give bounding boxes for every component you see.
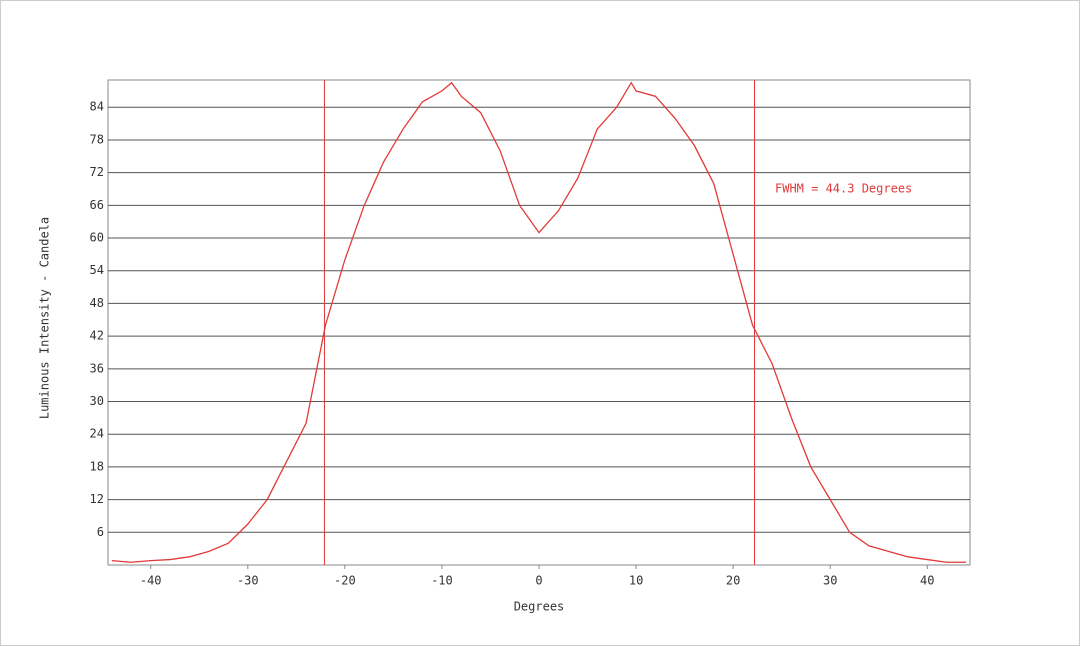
y-tick-label: 12 bbox=[90, 492, 104, 506]
x-tick-label: 10 bbox=[629, 574, 643, 588]
x-axis-label: Degrees bbox=[514, 600, 565, 614]
y-tick-label: 84 bbox=[90, 100, 104, 114]
x-tick-label: 30 bbox=[823, 574, 837, 588]
y-tick-label: 30 bbox=[90, 394, 104, 408]
y-axis-label: Luminous Intensity - Candela bbox=[38, 217, 52, 419]
x-tick-label: -10 bbox=[431, 574, 453, 588]
y-tick-label: 54 bbox=[90, 263, 104, 277]
y-tick-label: 42 bbox=[90, 329, 104, 343]
x-tick-label: -40 bbox=[140, 574, 162, 588]
intensity-line bbox=[111, 81, 967, 563]
y-tick-label: 6 bbox=[97, 525, 104, 539]
x-tick-label: -30 bbox=[237, 574, 259, 588]
y-tick-label: 66 bbox=[90, 198, 104, 212]
x-tick-label: 40 bbox=[920, 574, 934, 588]
x-tick-label: -20 bbox=[334, 574, 356, 588]
y-tick-label: 24 bbox=[90, 427, 104, 441]
x-tick-label: 20 bbox=[726, 574, 740, 588]
y-tick-label: 78 bbox=[90, 132, 104, 146]
x-tick-label: 0 bbox=[535, 574, 542, 588]
y-tick-label: 18 bbox=[90, 459, 104, 473]
y-tick-label: 72 bbox=[90, 165, 104, 179]
y-tick-label: 36 bbox=[90, 361, 104, 375]
annotation: FWHM = 44.3 Degrees bbox=[775, 182, 912, 196]
y-tick-label: 60 bbox=[90, 231, 104, 245]
y-tick-label: 48 bbox=[90, 296, 104, 310]
